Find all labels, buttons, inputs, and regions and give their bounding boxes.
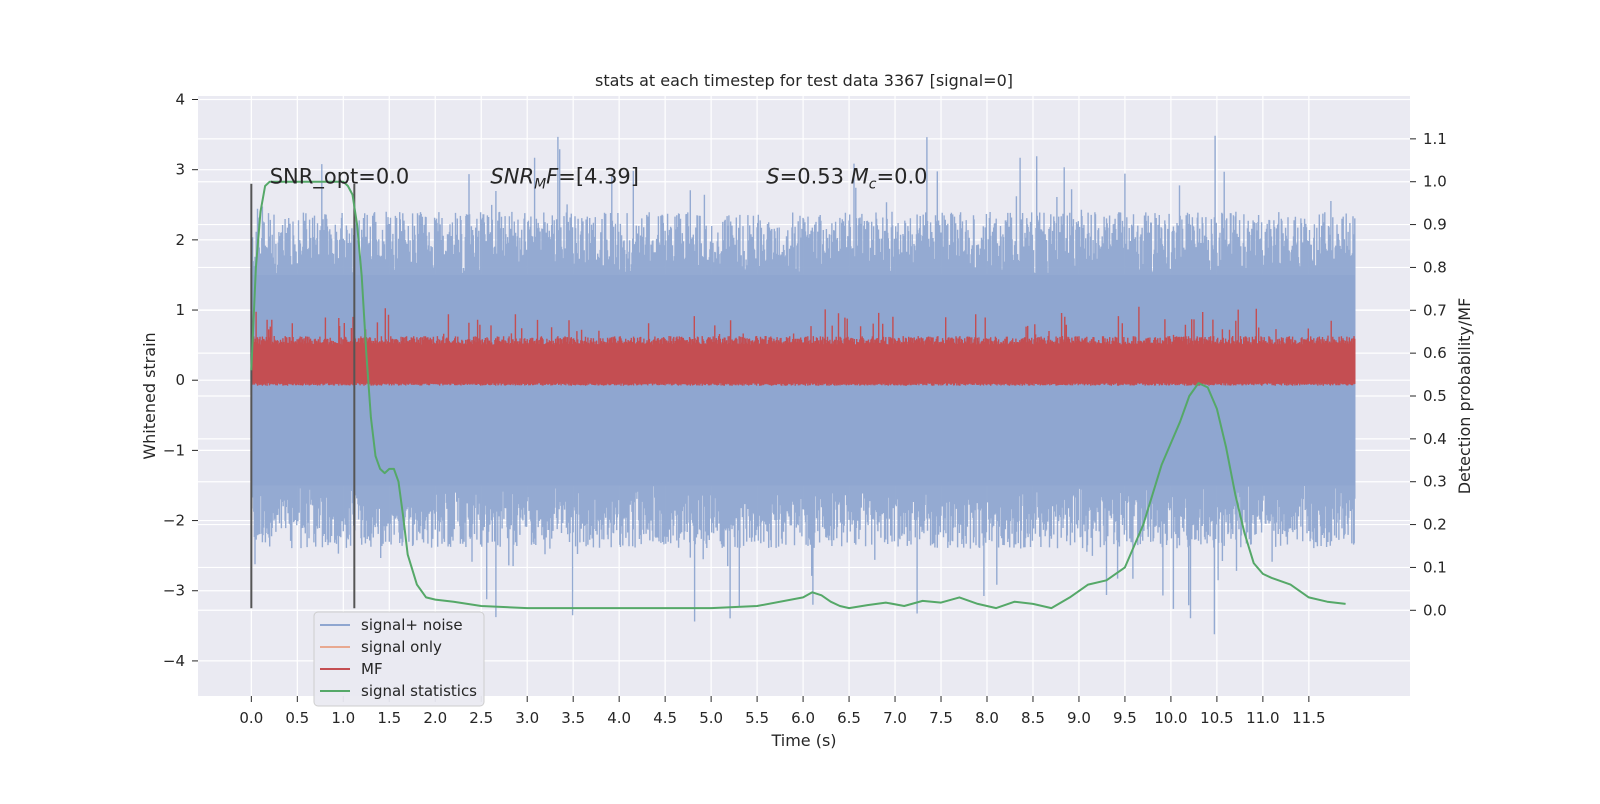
legend-label-3: signal statistics	[361, 682, 477, 700]
annotations: SNR_opt=0.0 SNRMF=[4.39] S=0.53 Mc=0.0	[270, 165, 928, 193]
x-tick-label-8: 4.0	[607, 709, 631, 727]
x-tick-label-17: 8.5	[1021, 709, 1045, 727]
y-right-tick-label-5: 0.5	[1423, 387, 1447, 405]
x-tick-label-19: 9.5	[1113, 709, 1137, 727]
x-tick-label-5: 2.5	[469, 709, 493, 727]
y-left-tick-label-2: −2	[163, 512, 185, 530]
y-left-tick-label-3: −1	[163, 441, 185, 459]
series-signal-statistics	[250, 180, 1346, 610]
x-tick-label-23: 11.5	[1292, 709, 1325, 727]
annotation-snr-mf: SNRMF=[4.39]	[490, 165, 639, 193]
x-tick-label-7: 3.5	[561, 709, 585, 727]
x-tick-label-3: 1.5	[377, 709, 401, 727]
y-right-tick-label-2: 0.2	[1423, 516, 1447, 534]
y-right-tick-label-4: 0.4	[1423, 430, 1447, 448]
y-right-tick-label-3: 0.3	[1423, 473, 1447, 491]
y-right-axis-label: Detection probability/MF	[1455, 298, 1474, 495]
x-tick-label-14: 7.0	[883, 709, 907, 727]
y-left-tick-label-8: 4	[175, 91, 185, 109]
x-tick-label-9: 4.5	[653, 709, 677, 727]
x-tick-label-18: 9.0	[1067, 709, 1091, 727]
annotation-snr-opt: SNR_opt=0.0	[270, 165, 410, 190]
legend-label-1: signal only	[361, 638, 442, 656]
vertical-markers	[250, 183, 356, 609]
legend: signal+ noise signal only MF signal statist…	[313, 611, 485, 707]
x-tick-label-10: 5.0	[699, 709, 723, 727]
x-tick-label-16: 8.0	[975, 709, 999, 727]
y-left-axis-label: Whitened strain	[140, 332, 159, 459]
y-right-tick-label-9: 0.9	[1423, 216, 1447, 234]
y-left-tick-label-7: 3	[175, 161, 185, 179]
x-axis-ticks: 0.0 0.5 1.0 1.5 2.0 2.5 3.0 3.5 4.0 4.5 5.0 5.5 6.0 6…	[239, 696, 1326, 727]
annotation-stats: S=0.53 Mc=0.0	[766, 165, 927, 193]
x-tick-label-6: 3.0	[515, 709, 539, 727]
y-right-tick-label-11: 1.1	[1423, 130, 1447, 148]
y-left-tick-label-5: 1	[175, 301, 185, 319]
chart-title: stats at each timestep for test data 336…	[595, 71, 1013, 90]
x-axis-label: Time (s)	[770, 731, 836, 750]
x-tick-label-22: 11.0	[1246, 709, 1279, 727]
series-mf	[250, 306, 1356, 386]
x-tick-label-4: 2.0	[423, 709, 447, 727]
y-left-tick-label-4: 0	[175, 371, 185, 389]
y-left-tick-label-6: 2	[175, 231, 185, 249]
y-right-tick-label-7: 0.7	[1423, 301, 1447, 319]
y-right-axis-ticks: 0.0 0.1 0.2 0.3 0.4 0.5 0.6 0.7 0.8 0.9 1.0 1.1	[1410, 130, 1447, 619]
signal-statistics-line	[250, 180, 1346, 610]
y-right-tick-label-10: 1.0	[1423, 173, 1447, 191]
legend-label-0: signal+ noise	[361, 616, 463, 634]
y-left-axis-ticks: −4 −3 −2 −1 0 1 2 3 4	[163, 91, 198, 670]
y-right-tick-label-1: 0.1	[1423, 558, 1447, 576]
x-tick-label-1: 0.5	[285, 709, 309, 727]
y-left-tick-label-1: −3	[163, 582, 185, 600]
x-tick-label-2: 1.0	[331, 709, 355, 727]
x-tick-label-11: 5.5	[745, 709, 769, 727]
y-left-tick-label-0: −4	[163, 652, 185, 670]
x-tick-label-15: 7.5	[929, 709, 953, 727]
y-right-tick-label-8: 0.8	[1423, 258, 1447, 276]
x-tick-label-12: 6.0	[791, 709, 815, 727]
x-tick-label-21: 10.5	[1200, 709, 1233, 727]
x-tick-label-20: 10.0	[1154, 709, 1187, 727]
x-tick-label-0: 0.0	[239, 709, 263, 727]
legend-label-2: MF	[361, 660, 383, 678]
y-right-tick-label-6: 0.6	[1423, 344, 1447, 362]
legend-box	[313, 611, 485, 707]
x-tick-label-13: 6.5	[837, 709, 861, 727]
y-right-tick-label-0: 0.0	[1423, 601, 1447, 619]
